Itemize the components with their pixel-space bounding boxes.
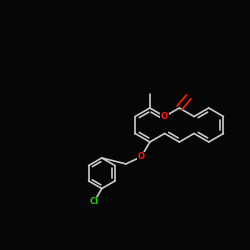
Text: Cl: Cl: [90, 197, 99, 206]
Text: O: O: [138, 152, 145, 161]
Text: O: O: [161, 112, 168, 121]
